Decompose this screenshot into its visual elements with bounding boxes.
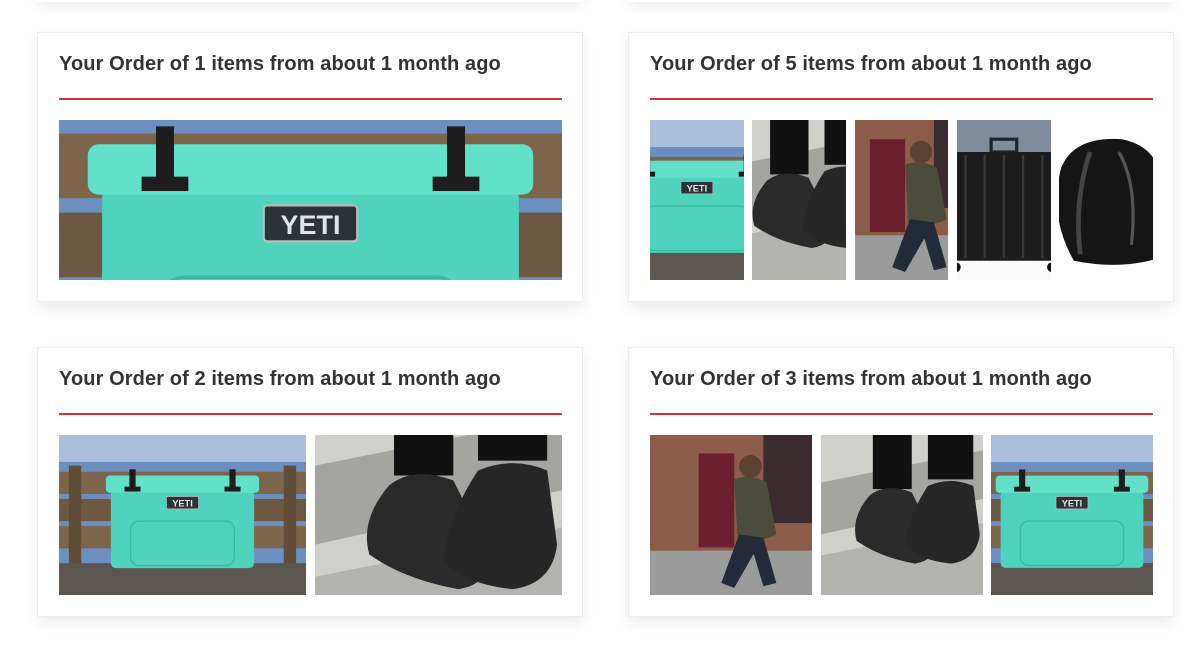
- order-images: YETI: [59, 435, 562, 595]
- shoe: [802, 166, 847, 248]
- deck: [991, 563, 1153, 595]
- divider: [650, 98, 1153, 100]
- product-image[interactable]: [956, 120, 1051, 280]
- legs: [891, 219, 947, 272]
- brand-plate: [1055, 496, 1089, 510]
- leg: [770, 120, 809, 175]
- window: [763, 435, 812, 524]
- divider: [59, 98, 562, 100]
- product-image[interactable]: YETI: [650, 120, 744, 280]
- order-title: Your Order of 1 items from about 1 month…: [59, 53, 501, 75]
- backpack-body: [1059, 138, 1153, 265]
- cloud: [991, 435, 1153, 463]
- latch: [432, 176, 480, 192]
- cooler-body: [650, 174, 744, 253]
- cooler-panel: [130, 520, 235, 567]
- cloud: [59, 435, 306, 462]
- latch: [1014, 486, 1031, 492]
- head: [909, 140, 932, 164]
- brand-plate: [680, 181, 714, 195]
- head: [739, 455, 762, 478]
- divider: [650, 413, 1153, 415]
- product-image[interactable]: [315, 435, 562, 595]
- order-images: YETI: [59, 120, 562, 280]
- latch: [1113, 486, 1130, 492]
- brand-plate: [166, 496, 199, 510]
- latch: [447, 126, 465, 188]
- product-image[interactable]: YETI: [59, 120, 562, 280]
- leg: [872, 435, 912, 490]
- brand-label: YETI: [687, 183, 708, 193]
- order-card[interactable]: Your Order of 5 items from about 1 month…: [628, 32, 1174, 302]
- shoe: [443, 463, 558, 590]
- divider: [59, 413, 562, 415]
- door: [698, 453, 735, 548]
- latch: [229, 469, 236, 491]
- latch: [738, 171, 744, 177]
- product-image[interactable]: [650, 435, 812, 595]
- door: [869, 139, 905, 232]
- product-image[interactable]: YETI: [991, 435, 1153, 595]
- cooler-lid: [995, 475, 1149, 493]
- brand-plate: [262, 204, 359, 243]
- latch: [156, 126, 174, 188]
- order-images: YETI: [650, 120, 1153, 280]
- order-card[interactable]: Your Order of 3 items from about 1 month…: [628, 347, 1174, 617]
- order-images: YETI: [650, 435, 1153, 595]
- product-image[interactable]: [820, 435, 983, 595]
- legs: [721, 534, 777, 588]
- order-title: Your Order of 3 items from about 1 month…: [650, 368, 1092, 390]
- cooler-lid: [105, 475, 260, 493]
- leg: [394, 435, 454, 476]
- wheel: [956, 262, 961, 272]
- cooler-body: [110, 489, 255, 569]
- cooler-lid: [650, 160, 744, 178]
- product-image[interactable]: [752, 120, 847, 280]
- latch: [650, 171, 656, 177]
- order-title: Your Order of 5 items from about 1 month…: [650, 53, 1092, 75]
- cooler-lid: [87, 144, 534, 195]
- cooler-panel: [1019, 520, 1125, 567]
- brand-label: YETI: [172, 498, 193, 508]
- shoe: [904, 480, 980, 564]
- strap: [1076, 151, 1093, 255]
- order-card[interactable]: Your Order of 2 items from about 1 month…: [37, 347, 583, 617]
- latch: [124, 486, 141, 492]
- cooler-panel: [169, 275, 452, 280]
- highlight: [1117, 151, 1135, 245]
- wheel: [1046, 262, 1051, 272]
- latch: [224, 486, 241, 492]
- deck: [59, 563, 306, 595]
- brand-label: YETI: [281, 210, 341, 240]
- latch: [141, 176, 189, 192]
- card-edge: [628, 0, 1174, 2]
- leg: [478, 435, 548, 461]
- product-image[interactable]: [854, 120, 949, 280]
- leg: [824, 120, 847, 165]
- latch: [129, 469, 136, 491]
- card-edge: [37, 0, 583, 2]
- product-image[interactable]: YETI: [59, 435, 306, 595]
- deck: [650, 248, 744, 280]
- latch: [1019, 469, 1026, 491]
- order-card[interactable]: Your Order of 1 items from about 1 month…: [37, 32, 583, 302]
- brand-label: YETI: [1062, 498, 1083, 508]
- jacket: [904, 162, 947, 225]
- cooler-panel: [650, 205, 744, 252]
- cooler-body: [1000, 489, 1144, 568]
- fence-post: [283, 465, 297, 571]
- fence-post: [68, 465, 82, 571]
- jacket: [734, 476, 777, 541]
- product-image[interactable]: [1059, 120, 1153, 280]
- order-title: Your Order of 2 items from about 1 month…: [59, 368, 501, 390]
- leg: [927, 435, 973, 480]
- cloud: [650, 120, 744, 148]
- latch: [1118, 469, 1125, 491]
